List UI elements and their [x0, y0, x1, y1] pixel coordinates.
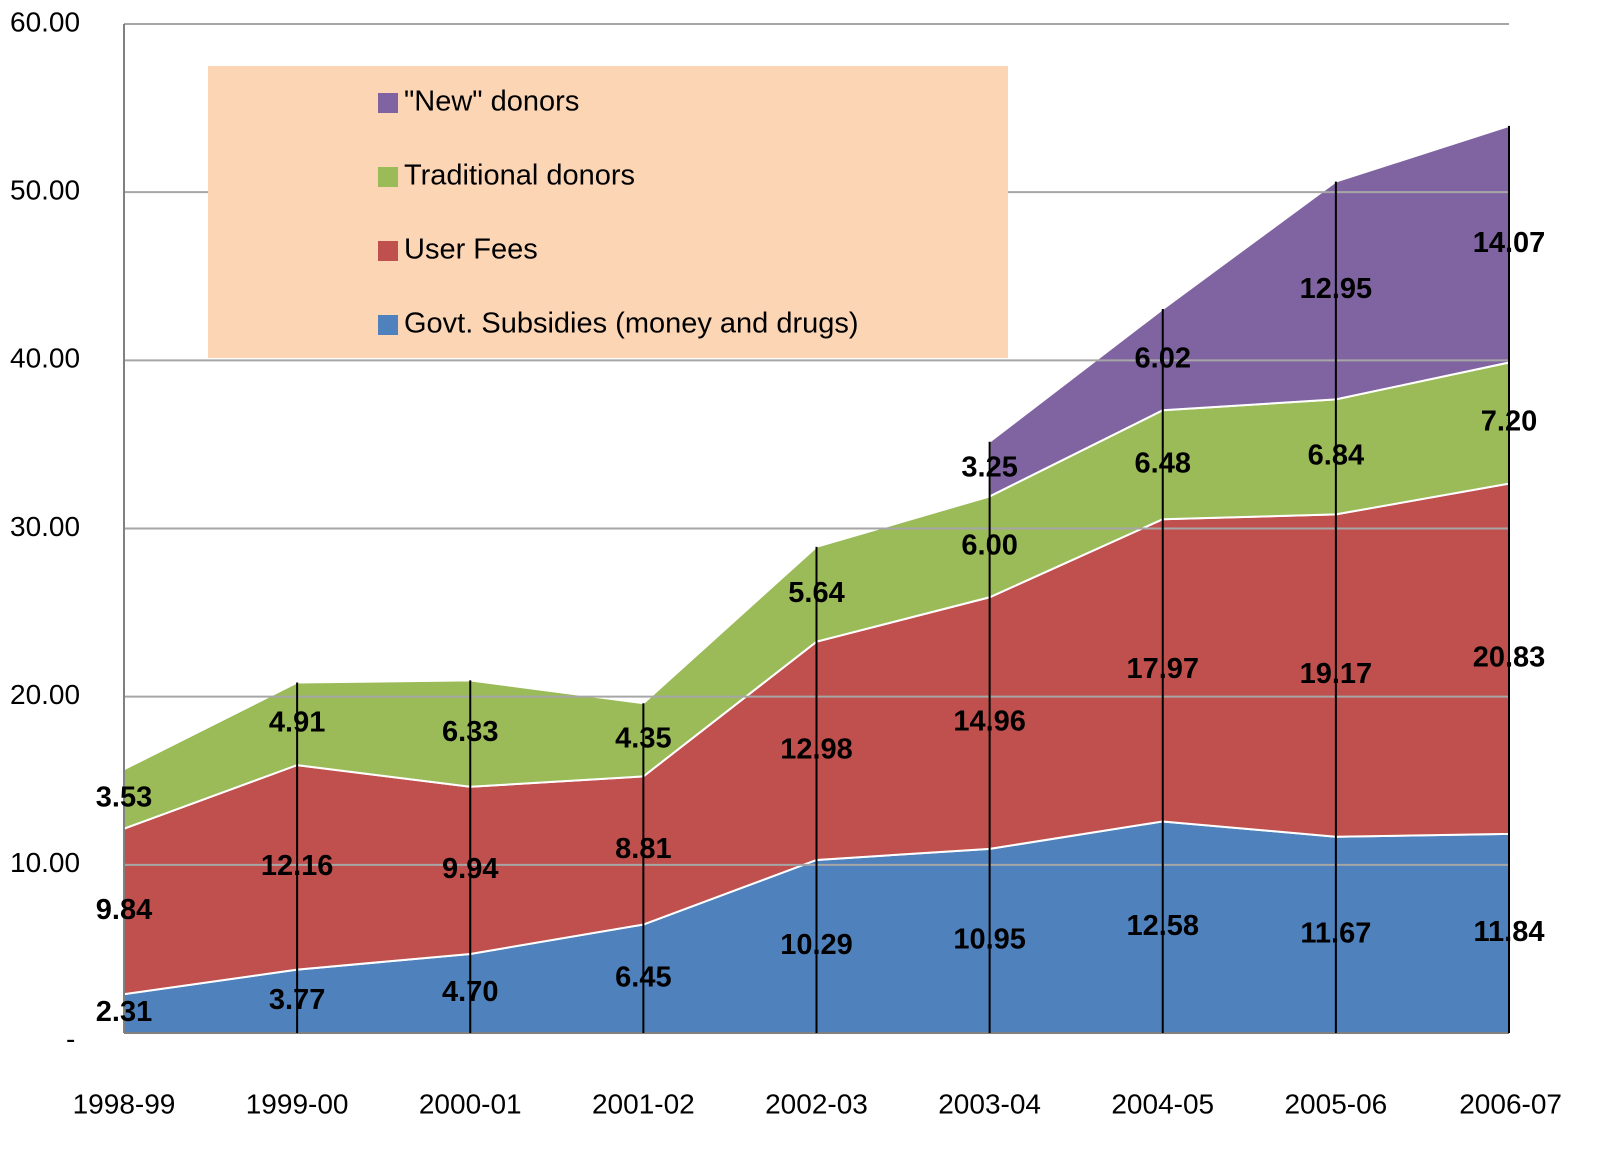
data-label: 3.53 — [96, 782, 152, 814]
x-tick-label: 2006-07 — [1459, 1088, 1562, 1119]
legend-label: "New" donors — [404, 86, 579, 118]
legend-label: User Fees — [404, 234, 538, 266]
y-tick-label: - — [66, 1023, 75, 1054]
data-label: 10.29 — [780, 929, 853, 961]
y-tick-label: 50.00 — [10, 175, 80, 206]
data-label: 8.81 — [615, 833, 671, 865]
legend-swatch — [378, 167, 398, 187]
x-tick-label: 2001-02 — [592, 1088, 695, 1119]
y-tick-label: 40.00 — [10, 343, 80, 374]
data-label: 6.02 — [1135, 342, 1191, 374]
data-label: 10.95 — [953, 924, 1026, 956]
data-label: 12.58 — [1126, 910, 1199, 942]
data-label: 12.95 — [1300, 273, 1373, 305]
data-label: 4.91 — [269, 706, 325, 738]
data-label: 6.00 — [961, 529, 1017, 561]
data-label: 6.45 — [615, 961, 671, 993]
data-label: 7.20 — [1481, 406, 1537, 438]
data-label: 12.98 — [780, 733, 853, 765]
x-tick-label: 2000-01 — [419, 1088, 522, 1119]
data-label: 11.67 — [1300, 918, 1371, 950]
data-label: 20.83 — [1473, 641, 1546, 673]
legend-swatch — [378, 93, 398, 113]
x-tick-label: 1999-00 — [246, 1088, 349, 1119]
y-tick-label: 60.00 — [10, 6, 80, 37]
data-label: 6.84 — [1308, 440, 1364, 472]
data-label: 11.84 — [1474, 916, 1545, 948]
x-tick-label: 2003-04 — [938, 1088, 1041, 1119]
data-label: 6.48 — [1135, 447, 1191, 479]
legend-swatch — [378, 315, 398, 335]
data-label: 14.96 — [953, 706, 1026, 738]
x-tick-label: 2002-03 — [765, 1088, 868, 1119]
data-label: 2.31 — [96, 996, 152, 1028]
data-label: 19.17 — [1300, 658, 1373, 690]
data-label: 3.25 — [961, 452, 1017, 484]
x-tick-label: 2005-06 — [1284, 1088, 1387, 1119]
data-label: 4.35 — [615, 722, 671, 754]
data-label: 9.94 — [442, 853, 498, 885]
y-tick-label: 10.00 — [10, 847, 80, 878]
x-tick-label: 2004-05 — [1111, 1088, 1214, 1119]
data-label: 5.64 — [788, 577, 844, 609]
data-label: 4.70 — [442, 976, 498, 1008]
legend-box — [208, 66, 1008, 358]
data-label: 17.97 — [1126, 653, 1199, 685]
x-tick-label: 1998-99 — [73, 1088, 176, 1119]
y-tick-label: 30.00 — [10, 511, 80, 542]
legend-swatch — [378, 241, 398, 261]
data-label: 6.33 — [442, 716, 498, 748]
y-tick-label: 20.00 — [10, 679, 80, 710]
data-label: 14.07 — [1473, 227, 1546, 259]
data-label: 12.16 — [261, 850, 334, 882]
data-label: 3.77 — [269, 984, 325, 1016]
legend-label: Traditional donors — [404, 160, 635, 192]
legend-label: Govt. Subsidies (money and drugs) — [404, 308, 859, 340]
data-label: 9.84 — [96, 894, 152, 926]
